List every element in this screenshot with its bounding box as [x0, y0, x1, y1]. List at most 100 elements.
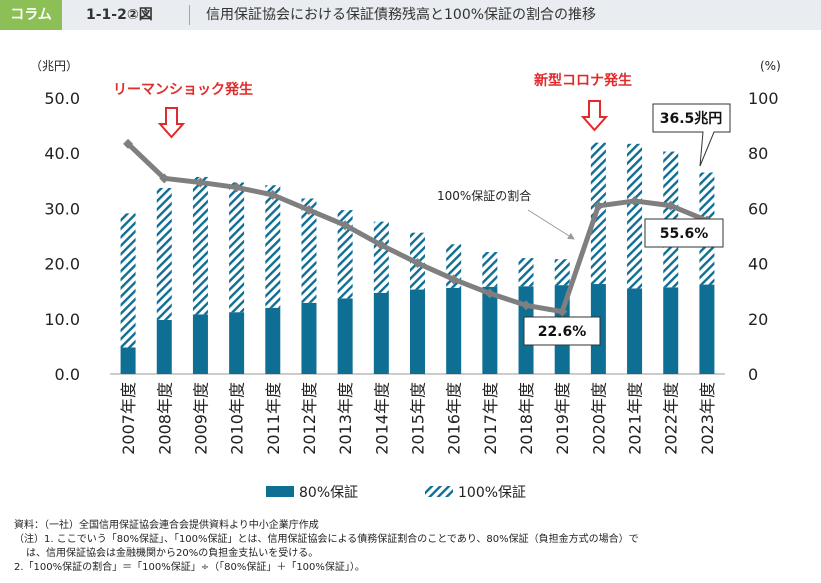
ratio-point: [159, 173, 170, 184]
bar-100-percent: [120, 213, 136, 348]
ratio-point: [195, 177, 206, 188]
x-tick-label: 2017年度: [481, 382, 500, 455]
x-tick-label: 2022年度: [662, 382, 681, 455]
bar-80-percent: [699, 284, 715, 374]
ratio-2019-callout-text: 22.6%: [538, 324, 587, 340]
bar-100-percent: [301, 198, 317, 303]
total-2023-callout: 36.5兆円: [652, 103, 731, 167]
note-1a: （注）1. ここでいう「80%保証」、「100%保証」とは、信用保証協会による債…: [14, 534, 639, 545]
ratio-point: [376, 240, 387, 251]
x-tick-label: 2016年度: [445, 382, 464, 455]
bar-80-percent: [410, 289, 425, 374]
bar-80-percent: [663, 287, 679, 374]
y2-tick-label: 60: [748, 199, 768, 218]
lehman-label: リーマンショック発生: [113, 81, 253, 98]
y-tick-label: 50.0: [44, 89, 80, 108]
figure-title: 信用保証協会における保証債務残高と100%保証の割合の推移: [206, 7, 597, 23]
ratio-point: [484, 288, 495, 299]
x-tick-label: 2012年度: [300, 382, 319, 455]
ratio-point: [303, 205, 314, 216]
bar-80-percent: [373, 292, 389, 374]
bar-100-percent: [192, 176, 208, 315]
y2-tick-label: 80: [748, 144, 768, 163]
figure-number: 1-1-2②図: [86, 7, 153, 23]
ratio-point: [340, 220, 351, 231]
x-tick-label: 2011年度: [264, 382, 283, 455]
x-tick-label: 2008年度: [155, 382, 174, 455]
bar-80-percent: [156, 319, 172, 374]
ratio-point: [593, 200, 604, 211]
y2-tick-label: 40: [748, 255, 768, 274]
x-tick-label: 2013年度: [336, 382, 355, 455]
ratio-point: [123, 138, 134, 149]
bar-100-percent: [229, 182, 245, 313]
ratio-2019-callout: 22.6%: [523, 316, 601, 346]
bar-80-percent: [446, 287, 462, 374]
bar-100-percent: [518, 258, 534, 287]
ratio-point: [412, 258, 423, 269]
corona-arrow-icon: [580, 100, 609, 132]
x-tick-label: 2007年度: [119, 382, 138, 455]
y-tick-label: 30.0: [44, 199, 80, 218]
legend-label-100: 100%保証: [458, 485, 526, 501]
ratio-point: [448, 274, 459, 285]
right-unit-label: (%): [760, 59, 781, 73]
x-tick-label: 2015年度: [409, 382, 428, 455]
bar-100-percent: [265, 185, 281, 308]
y-tick-label: 20.0: [44, 255, 80, 274]
y-tick-label: 0.0: [55, 365, 80, 384]
notes: 資料：（一社）全国信用保証協会連合会提供資料より中小企業庁作成 （注）1. ここ…: [14, 519, 814, 575]
figure-header: コラム 1-1-2②図 信用保証協会における保証債務残高と100%保証の割合の推…: [0, 0, 821, 30]
ratio-point: [629, 195, 640, 206]
y-tick-label: 40.0: [44, 144, 80, 163]
bar-100-percent: [337, 210, 353, 299]
bar-100-percent: [482, 252, 498, 287]
y2-tick-label: 0: [748, 365, 758, 384]
ratio-point: [521, 300, 532, 311]
ratio-2023-callout-text: 55.6%: [660, 226, 709, 242]
ratio-point: [557, 306, 568, 317]
legend-swatch-100: [425, 486, 453, 497]
corona-label: 新型コロナ発生: [534, 72, 632, 89]
ratio-line-label: 100%保証の割合: [437, 188, 531, 203]
bar-80-percent: [301, 302, 317, 374]
source-note: 資料：（一社）全国信用保証協会連合会提供資料より中小企業庁作成: [14, 520, 319, 531]
x-tick-label: 2021年度: [626, 382, 645, 455]
header-separator: [189, 5, 190, 25]
legend-label-80: 80%保証: [299, 485, 358, 501]
note-1b: は、信用保証協会は金融機関から20%の負担金支払いを受ける。: [26, 548, 319, 559]
x-tick-label: 2020年度: [589, 382, 608, 455]
y-tick-label: 10.0: [44, 310, 80, 329]
bar-80-percent: [120, 347, 136, 374]
ratio-point: [231, 182, 242, 193]
bar-80-percent: [265, 307, 281, 374]
bar-100-percent: [156, 187, 172, 320]
bar-100-percent: [373, 221, 389, 293]
left-unit-label: （兆円）: [30, 59, 78, 73]
note-2: 2.「100%保証の割合」＝「100%保証」÷（「80%保証」＋「100%保証」…: [14, 562, 365, 573]
bar-100-percent: [627, 143, 643, 289]
y2-tick-label: 100: [748, 89, 779, 108]
y2-tick-label: 20: [748, 310, 768, 329]
ratio-2023-callout: 55.6%: [644, 218, 724, 248]
legend: 80%保証 100%保証: [266, 485, 526, 501]
bar-80-percent: [229, 312, 245, 374]
total-2023-callout-text: 36.5兆円: [660, 111, 723, 127]
bar-80-percent: [482, 286, 498, 374]
bar-80-percent: [337, 298, 353, 374]
x-tick-label: 2009年度: [191, 382, 210, 455]
legend-swatch-80: [266, 486, 294, 497]
column-tag: コラム: [0, 0, 62, 30]
ratio-point: [267, 189, 278, 200]
chart: （兆円） (%) 0.0 10.0 20.0 30.0 40.0 50.0 0 20 40 60…: [30, 59, 781, 501]
ratio-pointer-line: [527, 209, 575, 240]
bar-100-percent: [554, 259, 570, 286]
x-tick-label: 2023年度: [698, 382, 717, 455]
x-tick-label: 2014年度: [372, 382, 391, 455]
bar-80-percent: [192, 314, 208, 374]
ratio-point: [665, 200, 676, 211]
lehman-arrow-icon: [157, 107, 186, 139]
x-tick-label: 2019年度: [553, 382, 572, 455]
x-tick-label: 2018年度: [517, 382, 536, 455]
x-tick-label: 2010年度: [228, 382, 247, 455]
